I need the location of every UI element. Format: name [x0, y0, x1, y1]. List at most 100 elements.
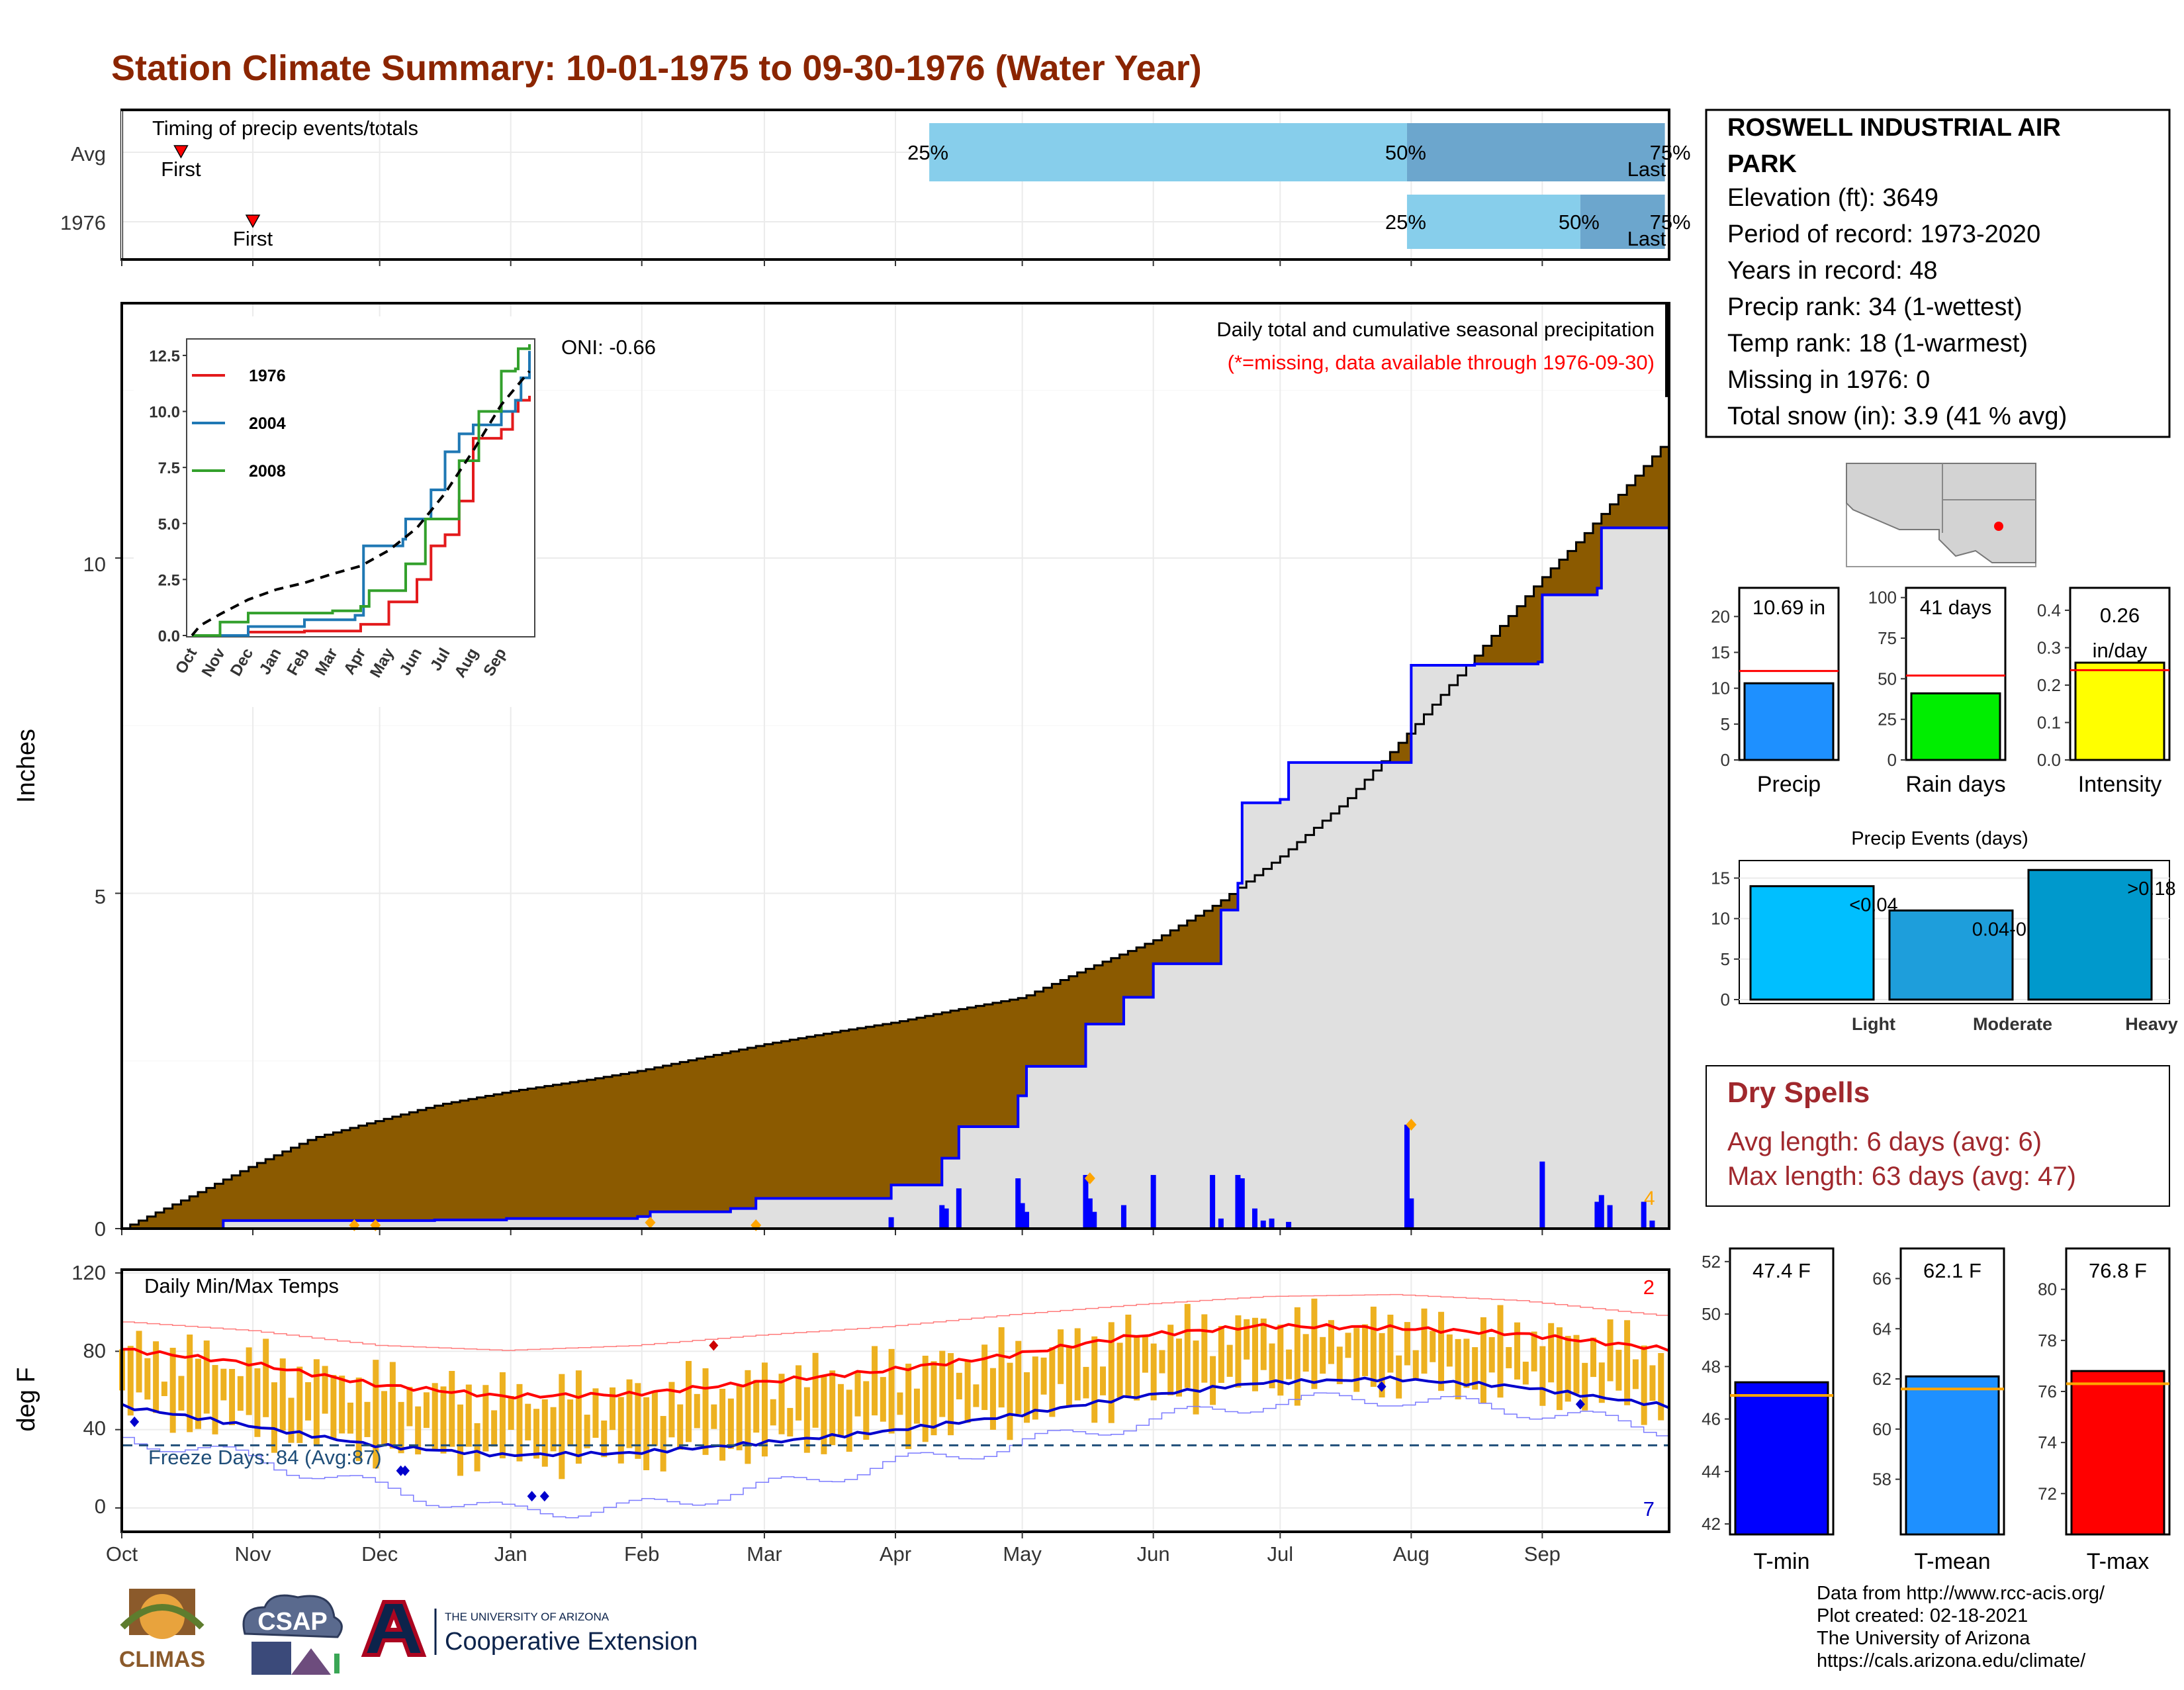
inset-series-line: [192, 351, 531, 637]
daily-precip-bar: [1091, 1211, 1097, 1229]
daily-temp-range-bar: [1032, 1356, 1038, 1420]
daily-temp-range-bar: [872, 1346, 878, 1416]
tmean-value: 62.1 F: [1923, 1259, 1981, 1282]
first-event-marker: [173, 145, 189, 159]
intensity-label: Intensity: [2078, 772, 2162, 797]
daily-temp-range-bar: [271, 1382, 277, 1453]
daily-temp-range-bar: [1565, 1336, 1571, 1402]
daily-temp-range-bar: [1226, 1344, 1233, 1377]
daily-temp-range-bar: [1091, 1336, 1098, 1423]
temp-ytick: 40: [83, 1417, 106, 1440]
daily-precip-bar: [1087, 1198, 1093, 1229]
timing-bar-q25-q50: [1406, 195, 1580, 249]
daily-temp-range-bar: [525, 1403, 531, 1440]
daily-precip-bar: [1120, 1205, 1126, 1229]
temp-record-marker: [130, 1416, 140, 1427]
inset-ytick: 12.5: [149, 348, 180, 365]
events-title: Precip Events (days): [1851, 828, 2028, 849]
events-plot: 051015<0.04Light0.04-0.18Moderate>0.18He…: [1711, 868, 2178, 1034]
university-of-arizona-logo: THE UNIVERSITY OF ARIZONA Cooperative Ex…: [357, 1595, 741, 1668]
daily-temp-range-bar: [592, 1388, 599, 1438]
month-label: Apr: [880, 1542, 911, 1566]
temp-record-marker: [527, 1491, 537, 1502]
daily-temp-range-bar: [305, 1382, 312, 1421]
daily-temp-range-bar: [1573, 1335, 1580, 1394]
events-ytick: 5: [1721, 949, 1730, 969]
daily-temp-range-bar: [694, 1393, 700, 1429]
daily-temp-range-bar: [389, 1362, 396, 1449]
daily-temp-range-bar: [1294, 1307, 1300, 1406]
month-label: Feb: [624, 1542, 659, 1566]
events-ytick: 0: [1721, 990, 1730, 1009]
daily-precip-bar: [1286, 1221, 1292, 1229]
daily-temp-range-bar: [1193, 1340, 1199, 1415]
tmin-ytick: 52: [1702, 1252, 1721, 1272]
tmin-ytick: 50: [1702, 1304, 1721, 1324]
precip-ytick: 0: [1721, 750, 1730, 770]
events-category-label: Moderate: [1973, 1014, 2052, 1034]
daily-temp-range-bar: [1362, 1324, 1369, 1376]
daily-temp-range-bar: [1235, 1315, 1242, 1388]
daily-temp-range-bar: [1455, 1338, 1461, 1399]
daily-temp-range-bar: [1522, 1362, 1529, 1385]
daily-temp-range-bar: [237, 1376, 244, 1411]
daily-temp-range-bar: [220, 1368, 227, 1401]
daily-precip-bar: [1251, 1208, 1257, 1229]
station-location-dot: [1994, 522, 2003, 531]
daily-temp-range-bar: [288, 1397, 295, 1443]
station-frame: [1705, 109, 2171, 438]
tmin-ytick: 48: [1702, 1356, 1721, 1376]
daily-temp-range-bar: [626, 1379, 633, 1448]
daily-precip-bar: [1015, 1178, 1021, 1229]
daily-temp-range-bar: [913, 1388, 920, 1424]
daily-temp-range-bar: [373, 1360, 379, 1469]
daily-temp-range-bar: [863, 1381, 870, 1440]
month-label: Oct: [106, 1542, 138, 1566]
tmean-label: T-mean: [1914, 1549, 1990, 1574]
inset-legend-bg: [188, 351, 300, 483]
daily-temp-range-bar: [1269, 1343, 1275, 1389]
temp-ytick: 0: [95, 1495, 106, 1518]
events-ytick: 10: [1711, 909, 1730, 929]
daily-temp-range-bar: [1150, 1343, 1157, 1401]
summary-bars: 0 5 10 15 20 10.69 in Precip 0 25 50 75 100 41 days R…: [1711, 587, 2171, 797]
csap-emblem: CSAP: [242, 1594, 343, 1675]
daily-temp-range-bar: [330, 1375, 337, 1438]
daily-temp-range-bar: [610, 1387, 616, 1431]
daily-temp-range-bar: [922, 1356, 929, 1442]
station-line: Years in record: 48: [1727, 257, 1938, 285]
daily-temp-range-bar: [888, 1348, 895, 1434]
daily-temp-range-bar: [1328, 1320, 1334, 1364]
inset-series-line: [192, 395, 531, 637]
precip-bar: [1743, 682, 1835, 761]
precip-caption: Daily total and cumulative seasonal prec…: [1216, 318, 1655, 341]
daily-temp-range-bar: [651, 1390, 658, 1446]
daily-temp-range-bar: [1345, 1333, 1351, 1358]
cumulative-average-line: [122, 437, 1670, 1230]
daily-temp-range-bar: [1286, 1349, 1293, 1380]
precip-plot: [121, 303, 1670, 1235]
daily-temp-range-bar: [1302, 1334, 1309, 1372]
inset-ytick: 7.5: [158, 459, 180, 477]
daily-temp-range-bar: [736, 1385, 743, 1450]
month-label: Nov: [234, 1542, 271, 1566]
daily-precip-bar: [1218, 1218, 1224, 1229]
month-label: Aug: [1393, 1542, 1430, 1566]
last-event-label: Last: [1627, 227, 1666, 250]
timing-pct-75: 75%: [1650, 141, 1691, 164]
csap-logo: CSAP: [232, 1587, 351, 1687]
dry-spells-title: Dry Spells: [1727, 1076, 1870, 1109]
rain-label: Rain days: [1905, 772, 2005, 797]
daily-temp-range-bar: [1582, 1362, 1588, 1411]
tmax-bar: [2070, 1370, 2165, 1536]
daily-temp-range-bar: [491, 1410, 498, 1447]
precip-missing-note: (*=missing, data available through 1976-…: [1228, 351, 1655, 374]
timing-bar-q25-q50: [929, 123, 1407, 181]
inset-series-line: [192, 344, 531, 637]
precip-ytick: 0: [95, 1217, 106, 1241]
daily-temp-range-bar: [812, 1352, 819, 1428]
daily-temp-range-bar: [246, 1347, 252, 1415]
daily-temp-range-bar: [516, 1384, 523, 1462]
daily-temp-range-bar: [1040, 1357, 1047, 1395]
daily-temp-range-bar: [1632, 1359, 1639, 1389]
